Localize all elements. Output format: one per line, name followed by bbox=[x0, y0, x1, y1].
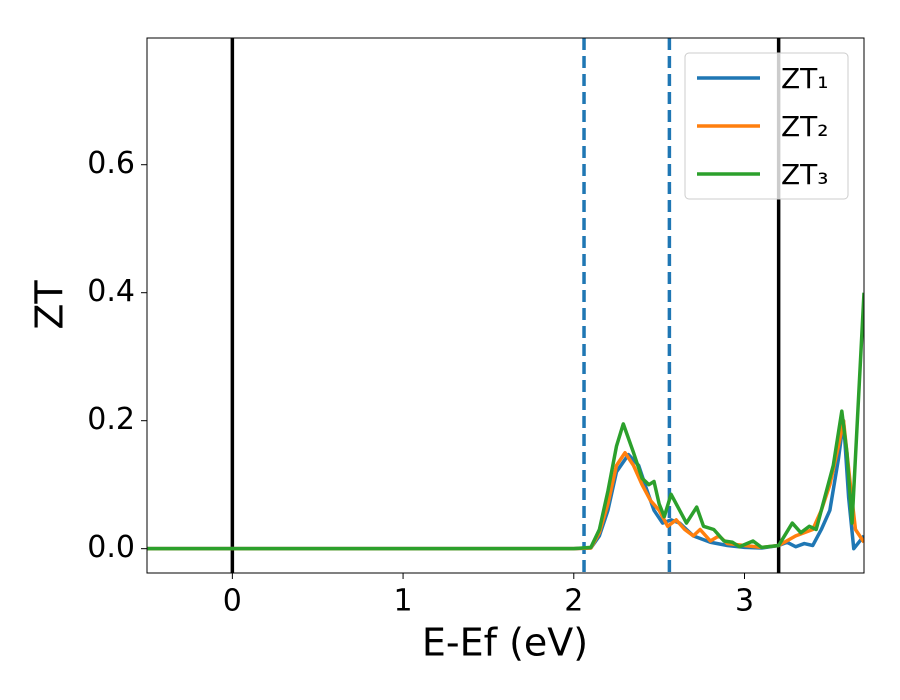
y-tick-label: 0.2 bbox=[87, 402, 135, 437]
y-axis-label: ZT bbox=[28, 280, 72, 330]
legend-label: ZT₃ bbox=[781, 158, 829, 191]
x-tick-label: 2 bbox=[564, 584, 583, 619]
series-line bbox=[147, 418, 864, 551]
legend-box bbox=[684, 52, 849, 200]
y-tick-label: 0.0 bbox=[87, 530, 135, 565]
legend-label: ZT₁ bbox=[781, 62, 829, 95]
legend-label: ZT₂ bbox=[781, 110, 829, 143]
x-tick-label: 3 bbox=[735, 584, 754, 619]
x-tick-label: 0 bbox=[223, 584, 242, 619]
series-line bbox=[147, 418, 864, 551]
plot-frame bbox=[146, 37, 865, 574]
x-tick-label: 1 bbox=[394, 584, 413, 619]
y-tick-label: 0.6 bbox=[87, 146, 135, 181]
legend: ZT₁ ZT₂ ZT₃ bbox=[684, 52, 849, 200]
series-line bbox=[147, 292, 864, 551]
x-axis-label: E-Ef (eV) bbox=[422, 621, 588, 665]
plot-area bbox=[147, 38, 864, 573]
y-tick-label: 0.4 bbox=[87, 274, 135, 309]
